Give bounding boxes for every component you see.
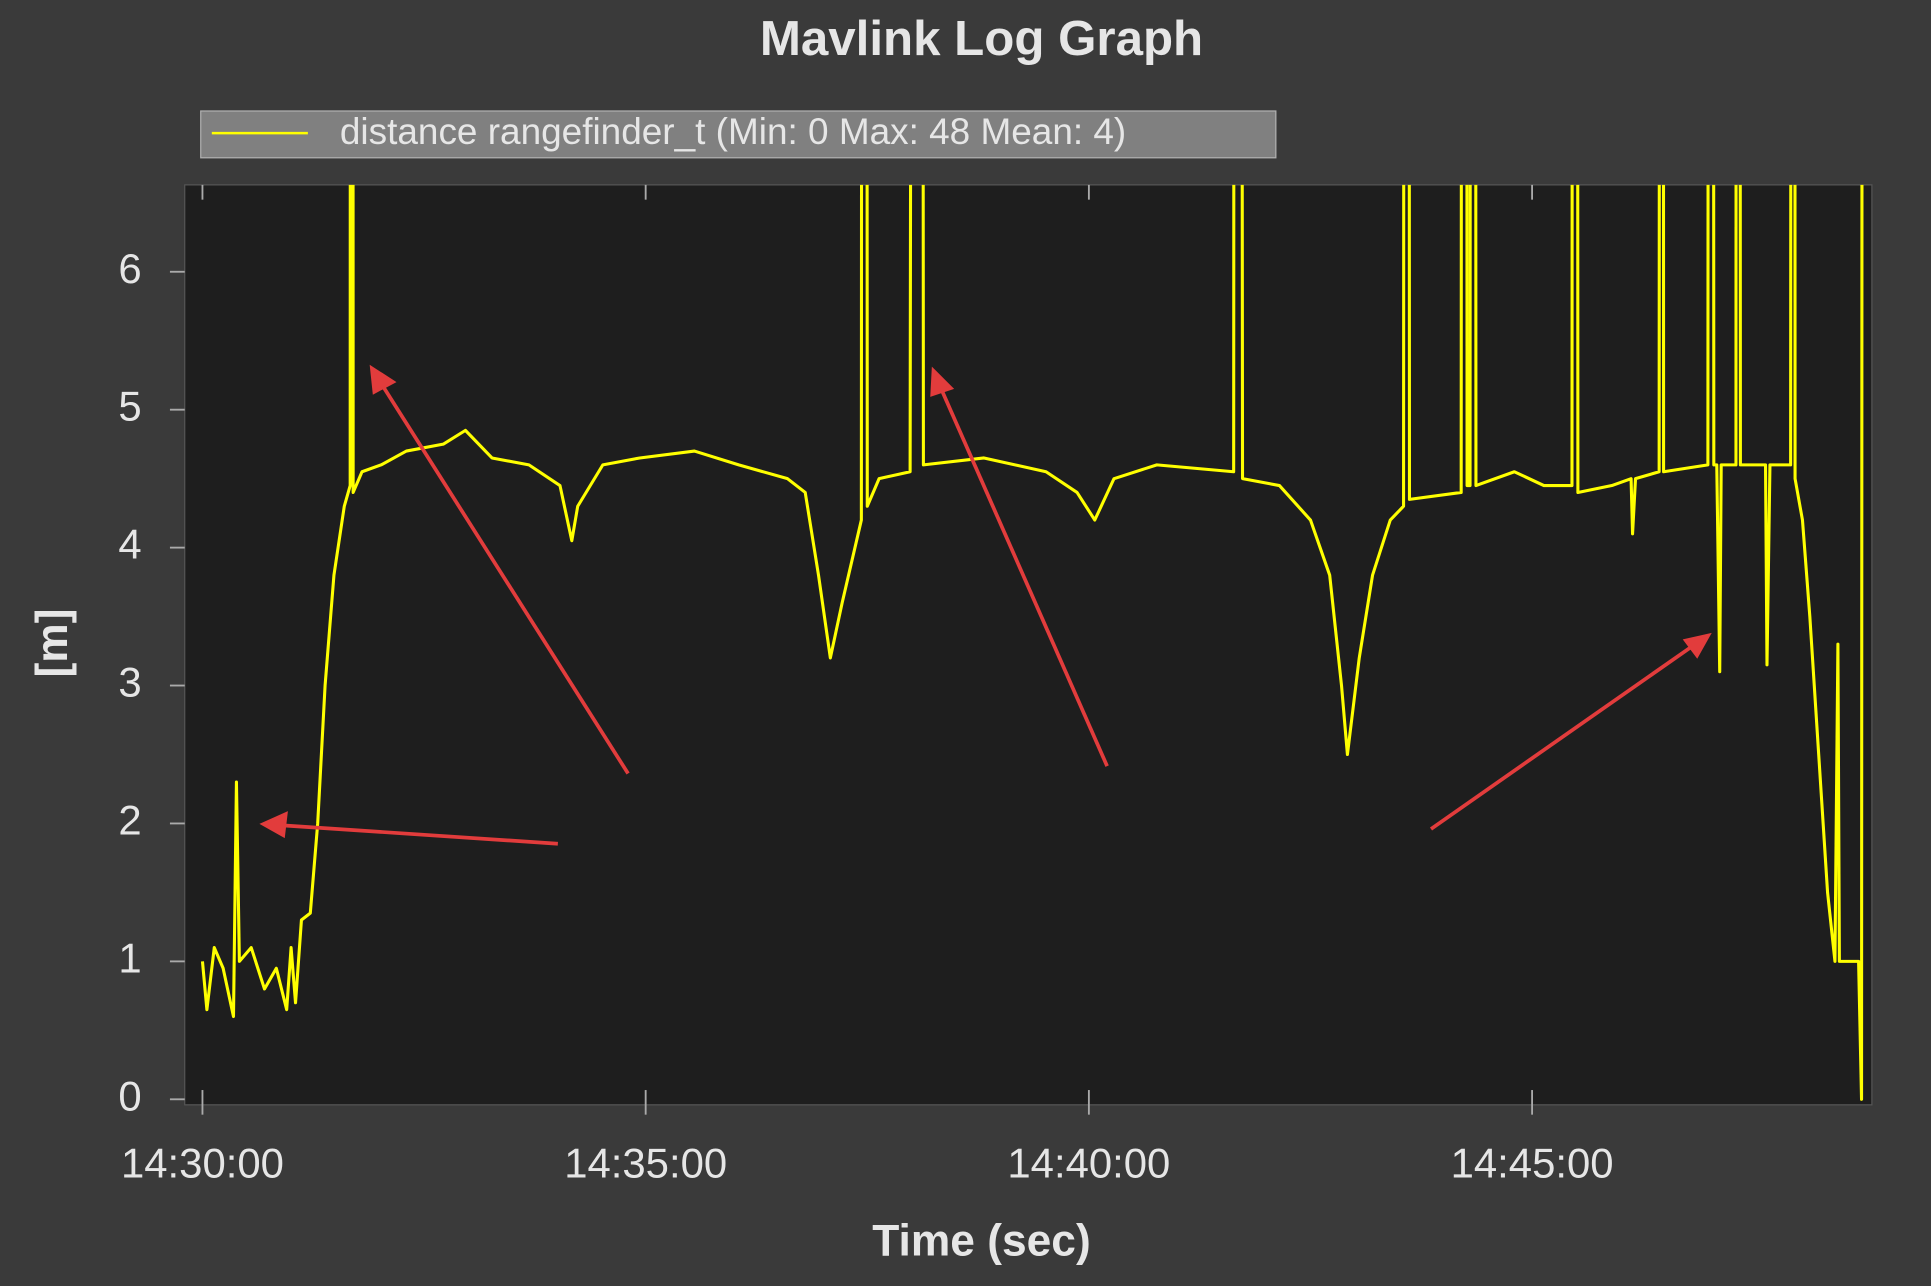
arrow-head (1682, 632, 1712, 659)
x-tick-label: 14:30:00 (121, 1139, 284, 1186)
y-tick-label: 0 (118, 1072, 141, 1119)
x-tick-label: 14:35:00 (564, 1139, 727, 1186)
data-line (200, 184, 1864, 1101)
plot-marks (200, 184, 1864, 1101)
y-tick-label: 4 (118, 521, 141, 568)
x-tick-label: 14:40:00 (1007, 1139, 1170, 1186)
plot-area (184, 184, 1873, 1106)
y-tick-label: 6 (118, 245, 141, 292)
x-axis-label: Time (sec) (872, 1217, 1090, 1266)
arrow-head (259, 811, 288, 839)
y-tick-label: 5 (118, 383, 141, 430)
arrow-head (930, 366, 955, 397)
arrow (939, 387, 1109, 767)
arrow (1429, 643, 1695, 831)
y-tick-label: 1 (118, 934, 141, 981)
annotation-arrows (259, 364, 1712, 846)
x-tick-label: 14:45:00 (1451, 1139, 1614, 1186)
chart-title: Mavlink Log Graph (760, 11, 1203, 66)
legend-label: distance rangefinder_t (Min: 0 Max: 48 M… (340, 111, 1126, 152)
y-tick-label: 2 (118, 797, 141, 844)
arrow (380, 383, 630, 775)
legend (200, 110, 1277, 159)
arrow-head (369, 364, 397, 395)
arrow (280, 823, 558, 846)
y-tick-label: 3 (118, 659, 141, 706)
y-axis-label: [m] (28, 609, 77, 678)
